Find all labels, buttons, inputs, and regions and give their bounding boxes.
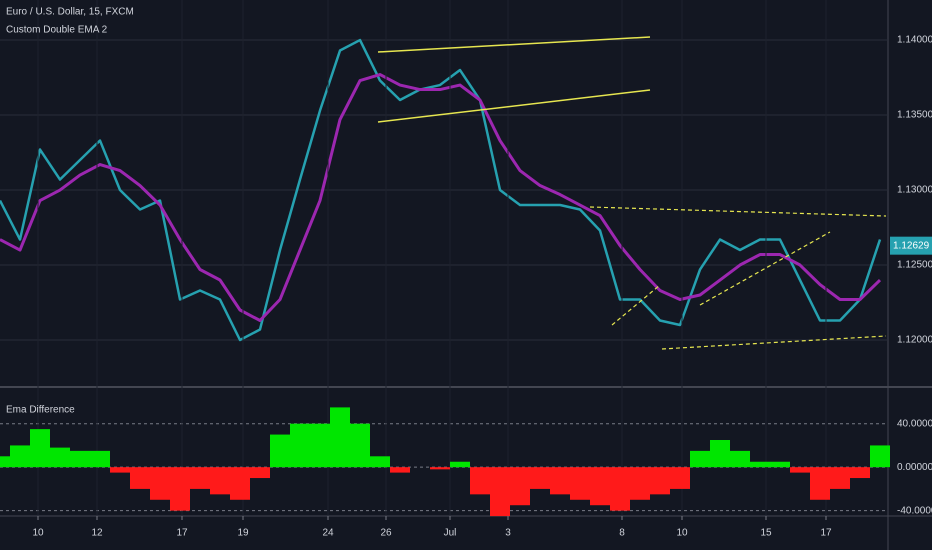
histogram-bar bbox=[170, 467, 190, 511]
trend-line bbox=[699, 231, 831, 306]
histogram-bar bbox=[830, 467, 850, 489]
x-tick-label: 10 bbox=[32, 528, 44, 539]
x-tick-label: 3 bbox=[505, 528, 511, 539]
histogram-bar bbox=[330, 407, 350, 468]
x-tick-label: 24 bbox=[322, 528, 334, 539]
histogram-bar bbox=[130, 467, 150, 489]
histogram-bar bbox=[590, 467, 610, 506]
x-tick-label: 17 bbox=[176, 528, 188, 539]
x-tick-label: 15 bbox=[760, 528, 772, 539]
price-tag-label: 1.12629 bbox=[893, 240, 930, 251]
histogram-bar bbox=[750, 461, 770, 468]
histogram-bar bbox=[710, 440, 730, 468]
histogram-bar bbox=[190, 467, 210, 489]
histogram-bar bbox=[110, 467, 130, 473]
histogram-bar bbox=[630, 467, 650, 500]
y-tick-label: 1.14000 bbox=[897, 35, 932, 46]
ema-line bbox=[0, 73, 882, 323]
histogram-bar bbox=[730, 450, 750, 468]
trend-line bbox=[611, 284, 661, 326]
histogram-bar bbox=[310, 423, 330, 468]
histogram-bar bbox=[250, 467, 270, 479]
histogram-bar bbox=[870, 445, 890, 468]
y-tick-label: 1.13500 bbox=[897, 110, 932, 121]
histogram-bar bbox=[530, 467, 550, 489]
histogram-bar bbox=[670, 467, 690, 489]
histogram-bar bbox=[210, 467, 230, 495]
histogram-bar bbox=[90, 450, 110, 468]
plot-layer bbox=[0, 0, 890, 517]
y-tick-label: 0.00000 bbox=[897, 462, 932, 473]
y-tick-label: 1.12500 bbox=[897, 260, 932, 271]
histogram-bar bbox=[790, 467, 810, 473]
histogram-bar bbox=[690, 450, 710, 468]
histogram-bar bbox=[850, 467, 870, 479]
histogram-bar bbox=[290, 423, 310, 468]
x-tick-label: 10 bbox=[676, 528, 688, 539]
ema-line bbox=[0, 38, 882, 342]
x-tick-label: 8 bbox=[619, 528, 625, 539]
indicator-name: Custom Double EMA 2 bbox=[6, 25, 108, 36]
histogram-bar bbox=[270, 434, 290, 468]
x-tick-label: 12 bbox=[91, 528, 103, 539]
histogram-bar bbox=[810, 467, 830, 500]
histogram-bar bbox=[10, 445, 30, 468]
histogram-bar bbox=[370, 456, 390, 468]
histogram-bar bbox=[430, 467, 450, 470]
y-tick-label: 1.12000 bbox=[897, 335, 932, 346]
trend-line bbox=[589, 206, 887, 217]
histogram-bar bbox=[50, 447, 70, 468]
x-tick-label: 17 bbox=[820, 528, 832, 539]
histogram-bar bbox=[450, 461, 470, 468]
histogram-bar bbox=[510, 467, 530, 506]
histogram-bar bbox=[390, 467, 410, 473]
trend-line bbox=[377, 36, 651, 53]
y-tick-label: -40.00000 bbox=[897, 505, 932, 516]
trend-line bbox=[661, 335, 887, 350]
histogram-bar bbox=[550, 467, 570, 495]
x-tick-label: Jul bbox=[444, 528, 457, 539]
histogram-bar bbox=[0, 456, 10, 468]
histogram-bar bbox=[230, 467, 250, 500]
trend-line bbox=[377, 89, 651, 123]
histogram-bar bbox=[570, 467, 590, 500]
x-tick-label: 19 bbox=[237, 528, 249, 539]
histogram-bar bbox=[610, 467, 630, 511]
histogram-bar bbox=[70, 450, 90, 468]
histogram-bar bbox=[650, 467, 670, 495]
histogram-bar bbox=[150, 467, 170, 500]
histogram-bar bbox=[490, 467, 510, 517]
histogram-bar bbox=[30, 429, 50, 468]
histogram-bar bbox=[350, 423, 370, 468]
chart-title: Euro / U.S. Dollar, 15, FXCM bbox=[6, 7, 134, 18]
y-tick-label: 1.13000 bbox=[897, 185, 932, 196]
x-tick-label: 26 bbox=[380, 528, 392, 539]
y-tick-label: 40.00000 bbox=[897, 418, 932, 429]
histogram-bar bbox=[770, 461, 790, 468]
price-tag bbox=[890, 236, 932, 255]
pane-title: Ema Difference bbox=[6, 405, 75, 416]
histogram-bar bbox=[470, 467, 490, 495]
